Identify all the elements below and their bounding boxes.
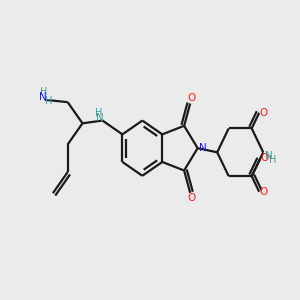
Text: N: N [96, 113, 104, 123]
Text: H: H [269, 155, 276, 165]
Text: O: O [260, 153, 268, 164]
Text: H: H [95, 108, 102, 118]
Text: O: O [260, 108, 268, 118]
Text: N: N [265, 151, 273, 161]
Text: H: H [40, 87, 47, 98]
Text: H: H [45, 95, 52, 106]
Text: N: N [39, 92, 47, 102]
Text: O: O [260, 187, 268, 197]
Text: O: O [188, 93, 196, 103]
Text: O: O [188, 194, 196, 203]
Text: N: N [199, 143, 206, 153]
